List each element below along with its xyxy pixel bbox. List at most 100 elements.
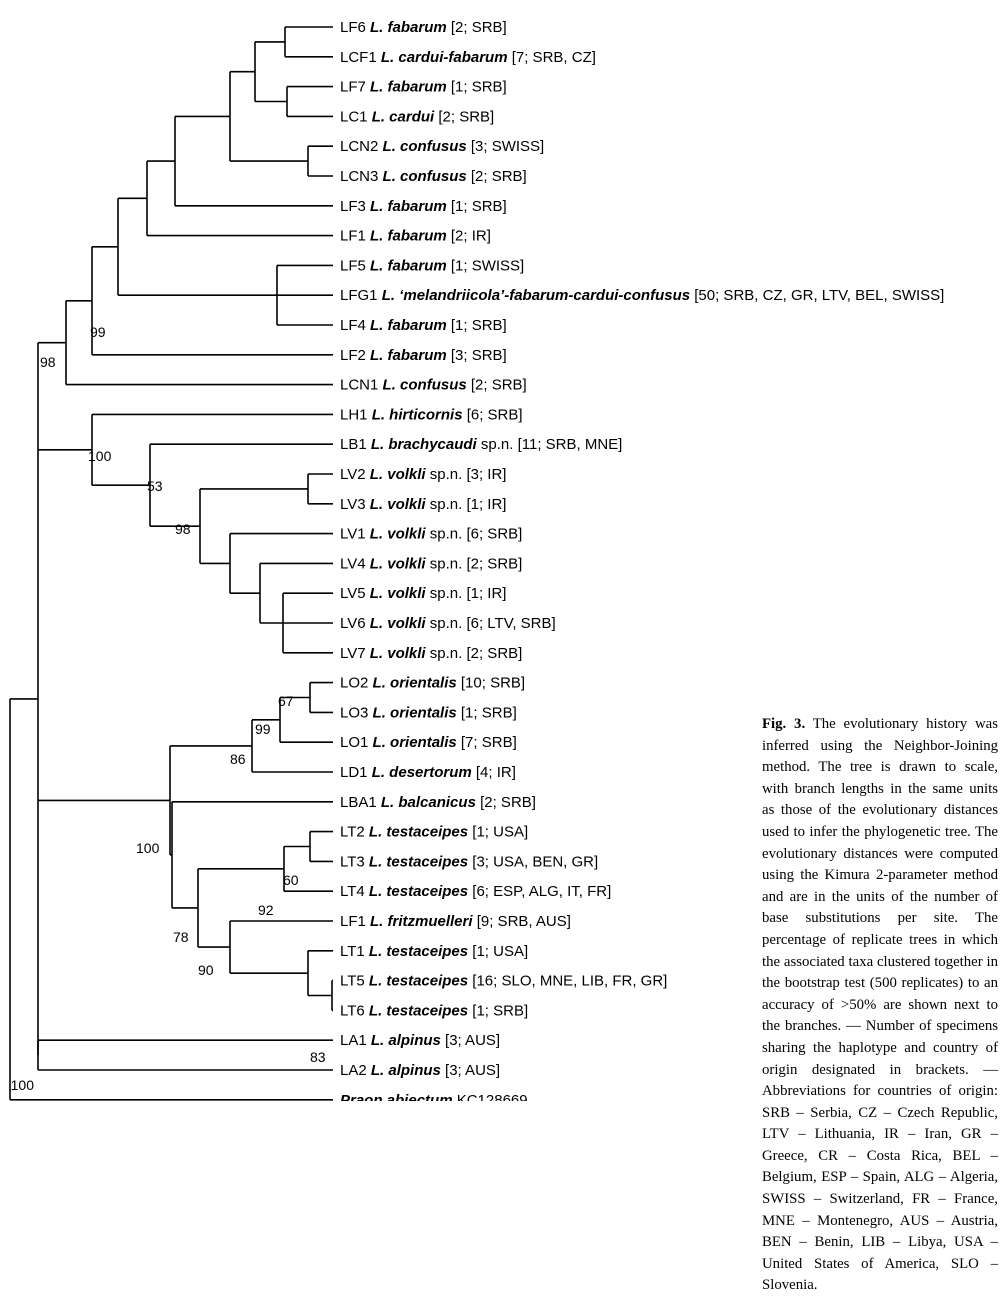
- specimen-info: [16; SLO, MNE, LIB, FR, GR]: [468, 973, 667, 990]
- specimen-info: [2; SRB]: [462, 555, 522, 572]
- specimen-info: [6; LTV, SRB]: [462, 615, 555, 632]
- haplotype-code: LB1: [340, 436, 371, 453]
- specimen-info: [3; AUS]: [441, 1062, 500, 1079]
- haplotype-code: LBA1: [340, 794, 381, 811]
- specimen-info: [2; IR]: [447, 228, 491, 245]
- species-name: L. brachycaudi: [371, 436, 478, 453]
- taxon-label: LT2 L. testaceipes [1; USA]: [340, 824, 528, 841]
- species-name: Praon abjectum: [340, 1092, 453, 1101]
- species-name: L. volkli: [370, 496, 427, 513]
- haplotype-code: LFG1: [340, 287, 382, 304]
- taxon-label: LA1 L. alpinus [3; AUS]: [340, 1032, 500, 1049]
- taxon-label: LV7 L. volkli sp.n. [2; SRB]: [340, 645, 522, 662]
- haplotype-code: LV6: [340, 615, 370, 632]
- bootstrap-value: 92: [258, 902, 274, 918]
- bootstrap-value: 98: [175, 521, 191, 537]
- tree-branches: [9, 26, 333, 1101]
- taxon-labels: LF6 L. fabarum [2; SRB] LCF1 L. cardui-fa…: [340, 19, 944, 1101]
- specimen-info: [7; SRB]: [457, 734, 517, 751]
- species-name: L. volkli: [370, 615, 427, 632]
- bootstrap-value: 100: [136, 840, 160, 856]
- bootstrap-value: 67: [278, 693, 294, 709]
- species-name: L. alpinus: [371, 1032, 441, 1049]
- specimen-info: [9; SRB, AUS]: [473, 913, 571, 930]
- haplotype-code: LH1: [340, 406, 372, 423]
- species-name: L. volkli: [370, 645, 427, 662]
- taxon-label: LT3 L. testaceipes [3; USA, BEN, GR]: [340, 853, 598, 870]
- haplotype-code: LV5: [340, 585, 370, 602]
- haplotype-code: LF6: [340, 19, 370, 36]
- specimen-info: [1; SRB]: [447, 79, 507, 96]
- species-name: L. volkli: [370, 585, 427, 602]
- taxon-label: LB1 L. brachycaudi sp.n. [11; SRB, MNE]: [340, 436, 622, 453]
- accession-number: KC128669: [453, 1092, 528, 1101]
- species-note: sp.n.: [426, 466, 463, 483]
- specimen-info: [6; ESP, ALG, IT, FR]: [468, 883, 611, 900]
- taxon-label: LF3 L. fabarum [1; SRB]: [340, 198, 507, 215]
- specimen-info: [1; SRB]: [468, 1002, 528, 1019]
- species-name: L. confusus: [383, 168, 467, 185]
- species-name: L. testaceipes: [369, 943, 468, 960]
- bootstrap-value: 90: [198, 962, 214, 978]
- species-name: L. confusus: [383, 138, 467, 155]
- bootstrap-value: 86: [230, 751, 246, 767]
- species-name: L. cardui: [372, 108, 435, 125]
- specimen-info: [10; SRB]: [457, 675, 525, 692]
- bootstrap-value: 83: [310, 1049, 326, 1065]
- taxon-label: LV6 L. volkli sp.n. [6; LTV, SRB]: [340, 615, 556, 632]
- haplotype-code: LO1: [340, 734, 373, 751]
- haplotype-code: LCN2: [340, 138, 383, 155]
- taxon-label: LV2 L. volkli sp.n. [3; IR]: [340, 466, 506, 483]
- specimen-info: [2; SRB]: [467, 377, 527, 394]
- taxon-label: LD1 L. desertorum [4; IR]: [340, 764, 516, 781]
- bootstrap-value: 98: [40, 354, 56, 370]
- taxon-label: LF2 L. fabarum [3; SRB]: [340, 347, 507, 364]
- species-name: L. cardui-fabarum: [381, 49, 508, 66]
- haplotype-code: LF5: [340, 257, 370, 274]
- species-name: L. balcanicus: [381, 794, 476, 811]
- specimen-info: [3; AUS]: [441, 1032, 500, 1049]
- species-name: L. ‘melandriicola’-fabarum-cardui-confus…: [382, 287, 690, 304]
- taxon-label: LF7 L. fabarum [1; SRB]: [340, 79, 507, 96]
- taxon-label: LF4 L. fabarum [1; SRB]: [340, 317, 507, 334]
- specimen-info: [1; IR]: [462, 585, 506, 602]
- specimen-info: [2; SRB]: [434, 108, 494, 125]
- taxon-label: LT6 L. testaceipes [1; SRB]: [340, 1002, 528, 1019]
- species-name: L. alpinus: [371, 1062, 441, 1079]
- specimen-info: [7; SRB, CZ]: [508, 49, 596, 66]
- species-name: L. orientalis: [373, 704, 457, 721]
- taxon-label: LA2 L. alpinus [3; AUS]: [340, 1062, 500, 1079]
- species-name: L. fabarum: [370, 257, 447, 274]
- species-name: L. desertorum: [372, 764, 472, 781]
- taxon-label: LO3 L. orientalis [1; SRB]: [340, 704, 517, 721]
- taxon-label: LV3 L. volkli sp.n. [1; IR]: [340, 496, 506, 513]
- species-note: sp.n.: [426, 645, 463, 662]
- haplotype-code: LV2: [340, 466, 370, 483]
- taxon-label: LCF1 L. cardui-fabarum [7; SRB, CZ]: [340, 49, 596, 66]
- species-note: sp.n.: [477, 436, 514, 453]
- species-name: L. testaceipes: [369, 973, 468, 990]
- species-name: L. fritzmuelleri: [370, 913, 473, 930]
- taxon-label: LF6 L. fabarum [2; SRB]: [340, 19, 507, 36]
- specimen-info: [2; SRB]: [462, 645, 522, 662]
- taxon-label: LF5 L. fabarum [1; SWISS]: [340, 257, 524, 274]
- taxon-label: LT4 L. testaceipes [6; ESP, ALG, IT, FR]: [340, 883, 611, 900]
- haplotype-code: LF2: [340, 347, 370, 364]
- taxon-label: LV1 L. volkli sp.n. [6; SRB]: [340, 526, 522, 543]
- specimen-info: [1; SRB]: [457, 704, 517, 721]
- species-name: L. fabarum: [370, 19, 447, 36]
- bootstrap-value: 99: [90, 324, 106, 340]
- specimen-info: [1; SWISS]: [447, 257, 525, 274]
- haplotype-code: LO3: [340, 704, 373, 721]
- species-note: sp.n.: [426, 496, 463, 513]
- bootstrap-supports: 99 98 100 53 98 67 99 86 100 60 92 78 90 83 100: [11, 324, 326, 1093]
- haplotype-code: LF1: [340, 228, 370, 245]
- haplotype-code: LD1: [340, 764, 372, 781]
- species-name: L. testaceipes: [369, 824, 468, 841]
- haplotype-code: LT4: [340, 883, 369, 900]
- haplotype-code: LCF1: [340, 49, 381, 66]
- taxon-label: LBA1 L. balcanicus [2; SRB]: [340, 794, 536, 811]
- specimen-info: [11; SRB, MNE]: [513, 436, 622, 453]
- taxon-label: LV4 L. volkli sp.n. [2; SRB]: [340, 555, 522, 572]
- specimen-info: [2; SRB]: [447, 19, 507, 36]
